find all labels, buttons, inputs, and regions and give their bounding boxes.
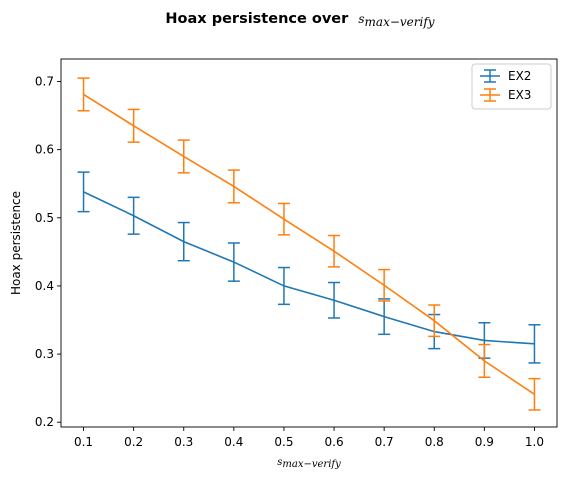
chart-marks: [77, 77, 541, 411]
legend-label: EX3: [508, 88, 531, 102]
legend-entry-ex3: EX3: [480, 88, 531, 102]
x-tick-label: 0.6: [325, 435, 344, 449]
error-bar: [528, 377, 541, 411]
series-ex3: [77, 77, 541, 411]
chart-title-math: s: [358, 12, 364, 26]
x-tick-label: 0.1: [74, 435, 93, 449]
y-tick-label: 0.2: [35, 415, 54, 429]
legend-label: EX2: [508, 69, 531, 83]
series-line: [83, 93, 535, 395]
y-tick-label: 0.7: [35, 74, 54, 88]
error-bar: [77, 171, 90, 213]
y-axis: 0.2 0.3 0.4 0.5 0.6 0.7: [35, 74, 61, 429]
x-tick-label: 0.2: [124, 435, 143, 449]
chart-title-math-sub: max−verify: [365, 15, 435, 29]
error-bar: [77, 77, 90, 112]
x-tick-label: 0.5: [274, 435, 293, 449]
error-bar: [277, 266, 290, 306]
error-bar: [127, 108, 140, 143]
error-bar: [177, 221, 190, 262]
error-bar: [328, 234, 341, 268]
y-tick-label: 0.5: [35, 211, 54, 225]
x-axis-label: smax−verify: [277, 457, 341, 470]
error-bar: [378, 268, 391, 302]
x-tick-label: 0.8: [425, 435, 444, 449]
error-bar: [227, 242, 240, 282]
y-tick-label: 0.6: [35, 143, 54, 157]
y-tick-label: 0.4: [35, 279, 54, 293]
error-bar: [528, 324, 541, 364]
error-bar: [328, 281, 341, 319]
plot-frame: [60, 58, 558, 428]
chart-title-text: Hoax persistence over: [165, 11, 349, 27]
x-tick-label: 0.7: [375, 435, 394, 449]
x-axis-label-math: s: [277, 457, 282, 468]
x-tick-label: 1.0: [525, 435, 544, 449]
error-bar: [428, 304, 441, 338]
error-bar: [277, 202, 290, 236]
x-tick-label: 0.9: [475, 435, 494, 449]
x-tick-label: 0.3: [174, 435, 193, 449]
error-bar: [177, 139, 190, 174]
error-bar: [478, 343, 491, 379]
x-axis: 0.1 0.2 0.3 0.4 0.5 0.6 0.7 0.8 0.9 1.0: [74, 427, 544, 449]
chart-title: Hoax persistence over smax−verify: [165, 8, 434, 29]
plot-area: [61, 59, 557, 427]
x-axis-label-math-sub: max−verify: [282, 459, 341, 470]
legend-entry-ex2: EX2: [480, 69, 531, 83]
error-bar: [227, 169, 240, 204]
series-line: [83, 191, 535, 345]
y-axis-label: Hoax persistence: [9, 191, 23, 295]
error-bar: [127, 196, 140, 235]
x-tick-label: 0.4: [224, 435, 243, 449]
y-tick-label: 0.3: [35, 347, 54, 361]
